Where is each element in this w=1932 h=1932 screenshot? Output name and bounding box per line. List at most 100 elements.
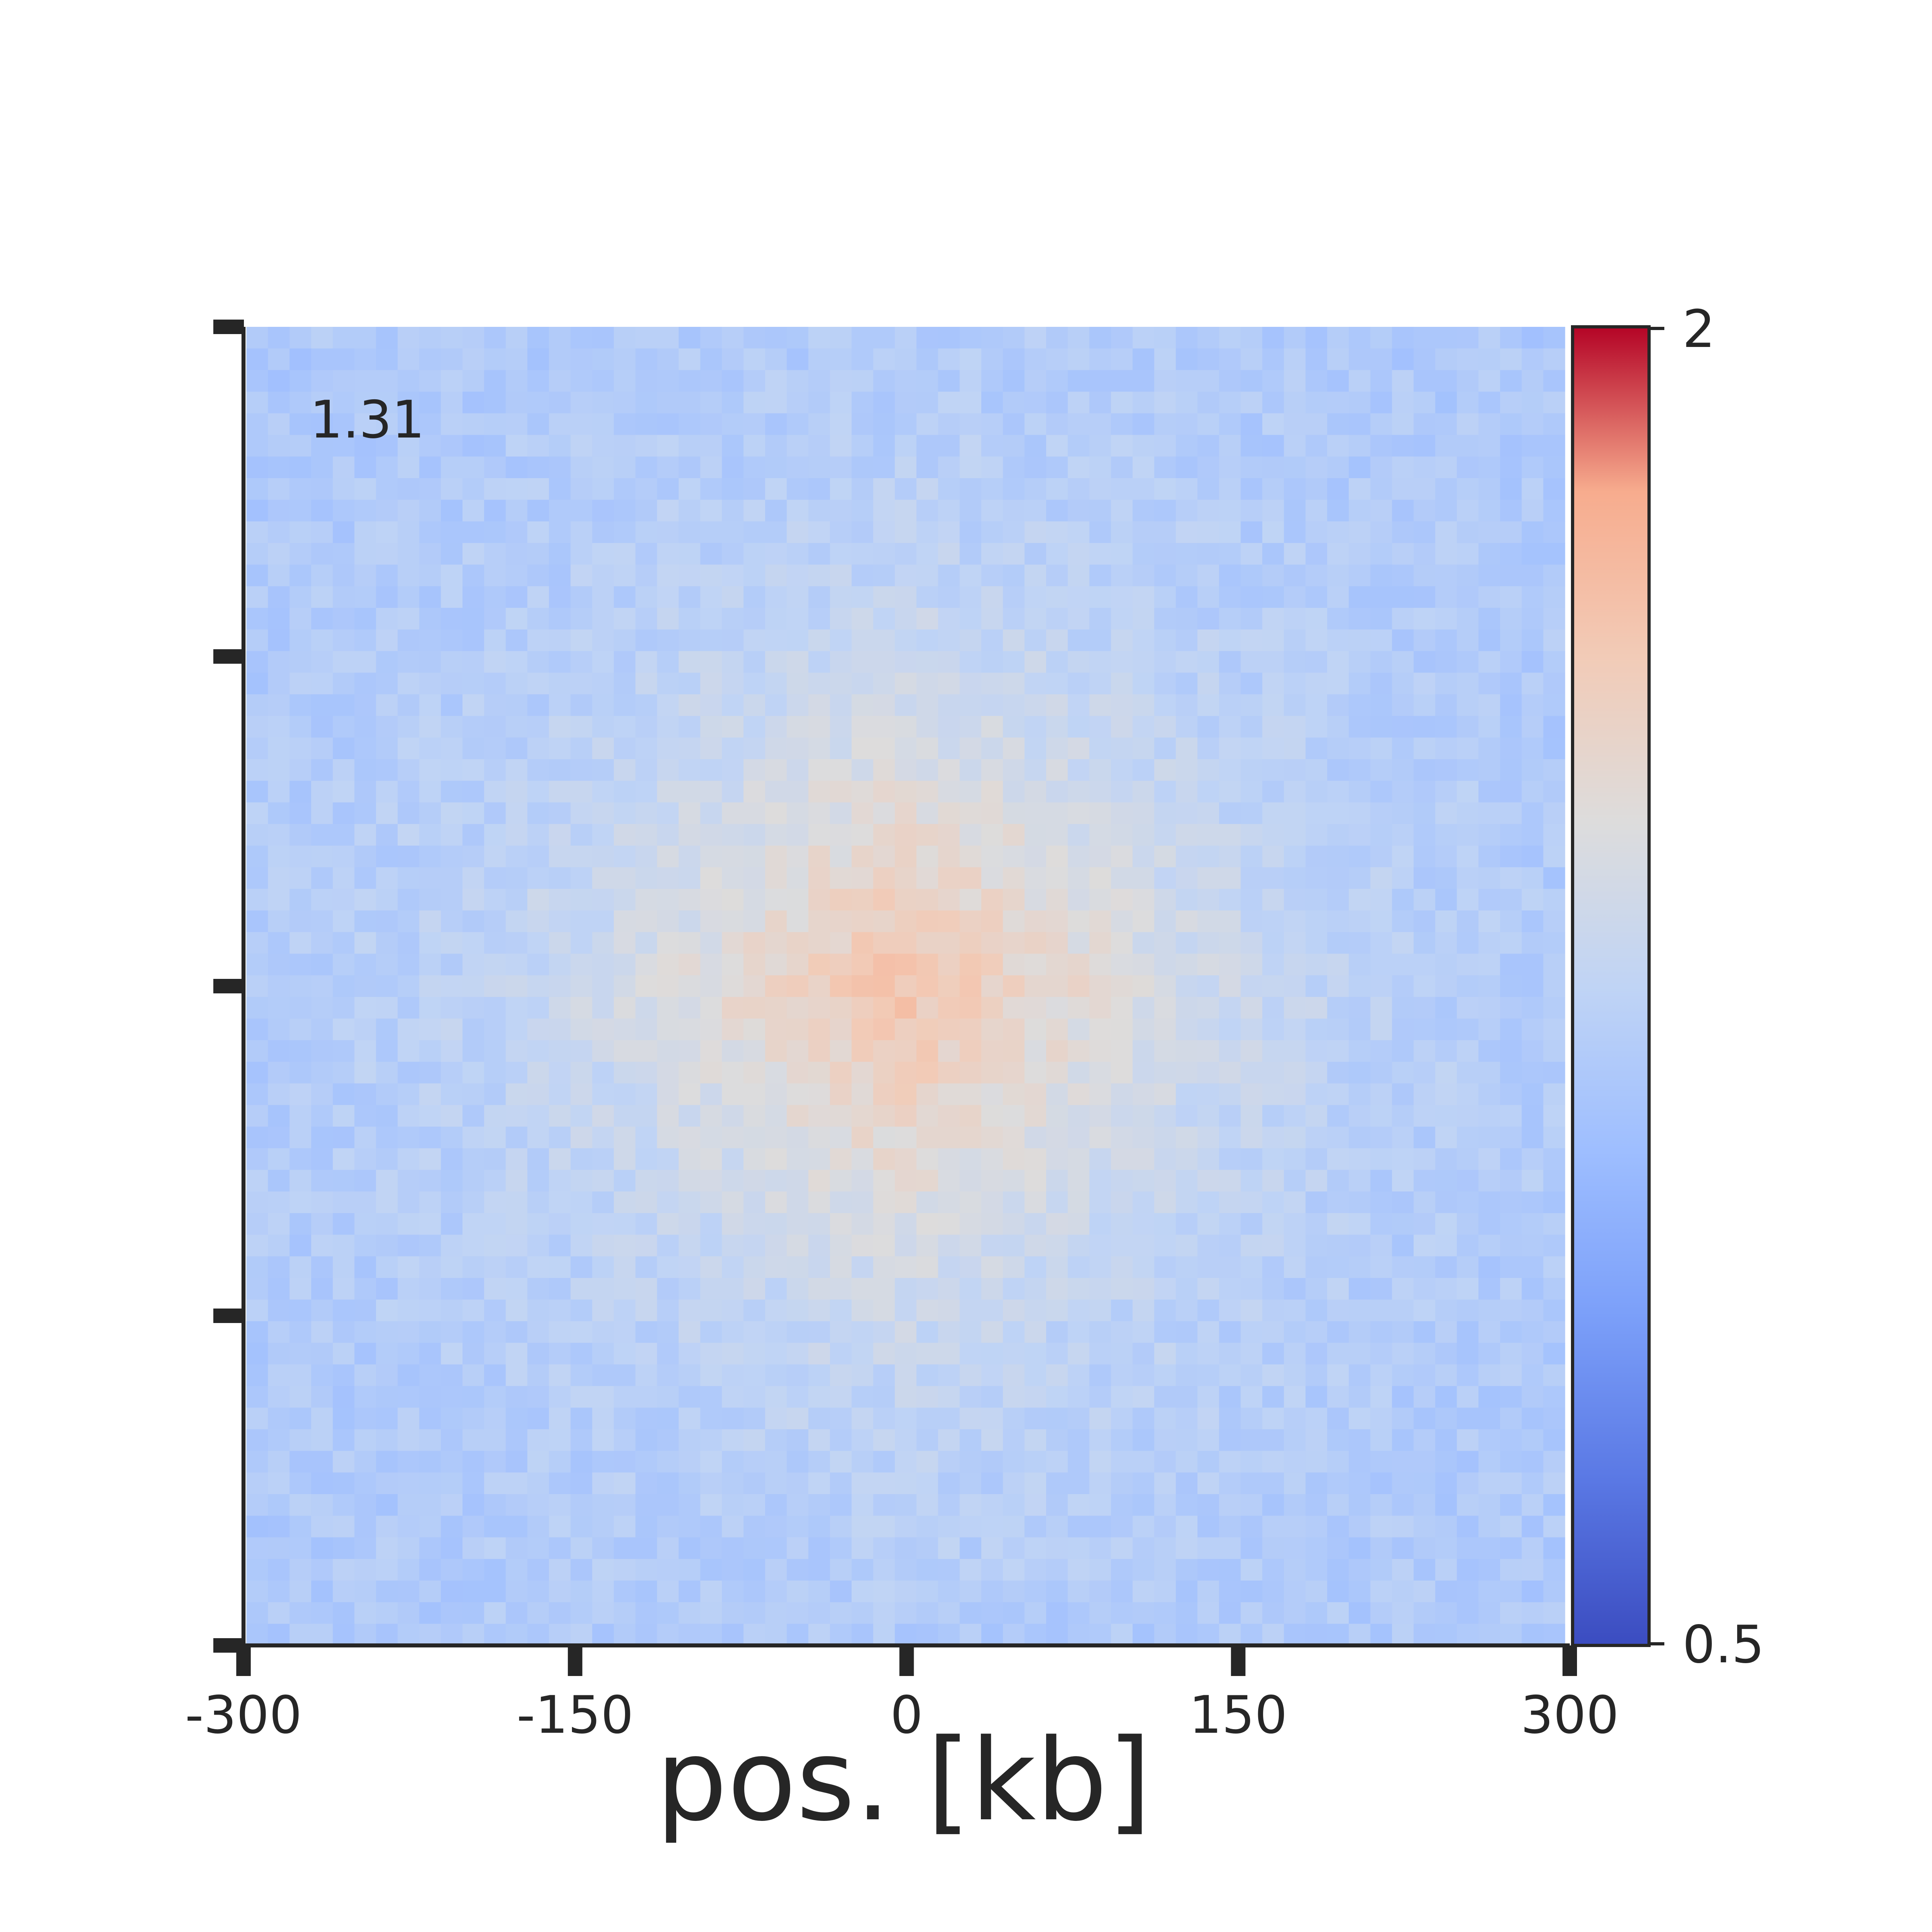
heatmap-cell: [1241, 1105, 1263, 1127]
heatmap-cell: [376, 716, 398, 738]
heatmap-cell: [1521, 1170, 1544, 1192]
heatmap-cell: [1348, 1364, 1371, 1387]
heatmap-cell: [873, 1472, 895, 1494]
heatmap-cell: [1089, 629, 1111, 652]
heatmap-cell: [1003, 651, 1025, 673]
heatmap-cell: [527, 651, 549, 673]
heatmap-cell: [765, 1256, 787, 1278]
heatmap-cell: [1521, 1213, 1544, 1235]
heatmap-cell: [1046, 500, 1068, 522]
heatmap-cell: [462, 543, 485, 565]
heatmap-cell: [1024, 1343, 1046, 1365]
heatmap-cell: [657, 997, 679, 1019]
heatmap-cell: [1284, 889, 1306, 911]
heatmap-cell: [786, 521, 809, 543]
heatmap-cell: [1435, 673, 1457, 695]
heatmap-cell: [830, 1321, 852, 1343]
heatmap-cell: [1284, 975, 1306, 997]
heatmap-cell: [311, 867, 333, 889]
heatmap-cell: [1305, 1494, 1327, 1516]
heatmap-cell: [1046, 1105, 1068, 1127]
heatmap-cell: [397, 1083, 420, 1105]
heatmap-cell: [1003, 1429, 1025, 1451]
heatmap-cell: [1327, 478, 1349, 500]
heatmap-cell: [700, 564, 722, 587]
heatmap-cell: [1176, 1537, 1198, 1559]
heatmap-cell: [700, 327, 722, 349]
heatmap-cell: [1414, 716, 1436, 738]
heatmap-cell: [462, 1256, 485, 1278]
heatmap-cell: [1111, 975, 1133, 997]
x-tick: [1563, 1645, 1577, 1676]
heatmap-cell: [397, 1408, 420, 1430]
heatmap-cell: [765, 1321, 787, 1343]
heatmap-cell: [1154, 1451, 1176, 1473]
heatmap-cell: [679, 370, 701, 392]
heatmap-cell: [1067, 478, 1090, 500]
heatmap-cell: [765, 759, 787, 781]
heatmap-cell: [1435, 1061, 1457, 1084]
y-tick: [213, 1309, 244, 1323]
heatmap-cell: [1435, 1343, 1457, 1365]
heatmap-cell: [311, 608, 333, 630]
heatmap-cell: [786, 975, 809, 997]
heatmap-cell: [1348, 1386, 1371, 1408]
heatmap-cell: [808, 435, 830, 457]
heatmap-cell: [1046, 1624, 1068, 1646]
heatmap-cell: [441, 370, 463, 392]
heatmap-cell: [246, 629, 268, 652]
heatmap-cell: [1241, 910, 1263, 933]
heatmap-cell: [1370, 1364, 1392, 1387]
heatmap-cell: [1219, 1213, 1241, 1235]
heatmap-cell: [1241, 932, 1263, 954]
heatmap-cell: [1003, 543, 1025, 565]
heatmap-cell: [1089, 737, 1111, 760]
heatmap-cell: [397, 1105, 420, 1127]
heatmap-cell: [376, 1299, 398, 1322]
heatmap-cell: [960, 564, 982, 587]
heatmap-cell: [1132, 413, 1155, 436]
heatmap-cell: [1478, 327, 1501, 349]
heatmap-cell: [549, 651, 571, 673]
heatmap-cell: [289, 521, 312, 543]
heatmap-cell: [1024, 932, 1046, 954]
heatmap-cell: [1111, 435, 1133, 457]
heatmap-cell: [268, 1386, 290, 1408]
heatmap-cell: [1111, 1602, 1133, 1624]
heatmap-cell: [441, 1321, 463, 1343]
heatmap-cell: [506, 1580, 528, 1603]
heatmap-cell: [1197, 910, 1220, 933]
heatmap-cell: [1348, 1191, 1371, 1214]
heatmap-cell: [1457, 845, 1479, 868]
heatmap-cell: [981, 759, 1003, 781]
heatmap-cell: [462, 1343, 485, 1365]
heatmap-cell: [700, 651, 722, 673]
heatmap-cell: [613, 1364, 636, 1387]
heatmap-cell: [938, 1105, 960, 1127]
x-tick-label: 0: [890, 1685, 923, 1745]
heatmap-cell: [462, 1602, 485, 1624]
heatmap-cell: [549, 1559, 571, 1581]
heatmap-cell: [332, 932, 355, 954]
heatmap-cell: [1457, 694, 1479, 716]
heatmap-cell: [700, 1472, 722, 1494]
heatmap-cell: [506, 737, 528, 760]
heatmap-cell: [376, 1559, 398, 1581]
heatmap-cell: [1543, 1256, 1565, 1278]
heatmap-cell: [895, 1624, 917, 1646]
heatmap-cell: [1111, 1213, 1133, 1235]
heatmap-cell: [1024, 1256, 1046, 1278]
heatmap-cell: [1111, 543, 1133, 565]
heatmap-cell: [1327, 1061, 1349, 1084]
heatmap-cell: [1241, 521, 1263, 543]
heatmap-cell: [1305, 845, 1327, 868]
heatmap-cell: [376, 586, 398, 608]
heatmap-cell: [830, 1386, 852, 1408]
heatmap-cell: [1284, 478, 1306, 500]
heatmap-cell: [1543, 1386, 1565, 1408]
heatmap-cell: [1457, 1148, 1479, 1170]
heatmap-cell: [1521, 673, 1544, 695]
heatmap-cell: [1241, 1386, 1263, 1408]
heatmap-cell: [830, 954, 852, 976]
heatmap-cell: [1435, 845, 1457, 868]
